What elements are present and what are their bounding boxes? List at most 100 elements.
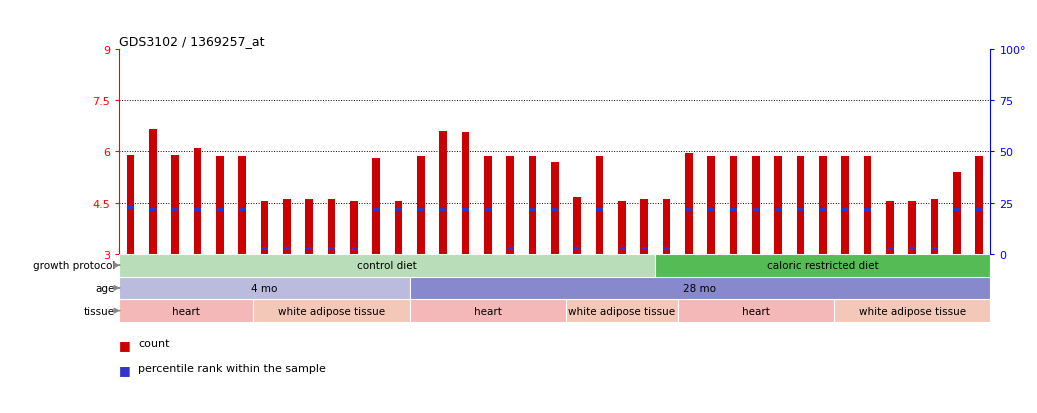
Bar (841, 157, 849, 254)
Bar (684, 154, 693, 254)
Bar (305, 199, 313, 254)
Bar (216, 157, 224, 254)
Bar (417, 157, 425, 254)
Bar (596, 208, 602, 211)
Bar (552, 208, 558, 211)
Bar (730, 208, 736, 211)
Bar (128, 206, 134, 210)
Bar (954, 208, 960, 211)
Bar (655, 254, 990, 277)
Text: 4 mo: 4 mo (251, 283, 278, 293)
Bar (351, 247, 357, 251)
Bar (394, 202, 402, 254)
Bar (239, 157, 246, 254)
Bar (752, 157, 760, 254)
Bar (440, 208, 446, 211)
Bar (149, 208, 156, 211)
Bar (529, 208, 535, 211)
Bar (506, 157, 514, 254)
Bar (217, 208, 223, 211)
Bar (261, 247, 268, 251)
Text: count: count (138, 339, 169, 349)
Bar (797, 208, 804, 211)
Bar (953, 172, 960, 254)
Bar (284, 247, 290, 251)
Text: growth protocol: growth protocol (32, 261, 115, 271)
Text: control diet: control diet (358, 261, 417, 271)
Bar (887, 247, 893, 251)
Bar (908, 202, 916, 254)
Bar (418, 208, 424, 211)
Bar (253, 299, 410, 322)
Text: ■: ■ (119, 339, 131, 351)
Bar (119, 299, 253, 322)
Bar (573, 198, 581, 254)
Bar (975, 157, 983, 254)
Bar (551, 162, 559, 254)
Text: white adipose tissue: white adipose tissue (568, 306, 675, 316)
Bar (909, 247, 916, 251)
Bar (372, 159, 380, 254)
Bar (171, 155, 179, 254)
Bar (834, 299, 990, 322)
Bar (775, 208, 781, 211)
Bar (484, 208, 491, 211)
Text: percentile rank within the sample: percentile rank within the sample (138, 363, 326, 373)
Bar (595, 157, 604, 254)
Bar (707, 157, 716, 254)
Bar (708, 208, 714, 211)
Bar (463, 208, 469, 211)
Bar (796, 157, 805, 254)
Bar (507, 247, 513, 251)
Bar (819, 157, 826, 254)
Bar (819, 208, 825, 211)
Bar (619, 247, 625, 251)
Bar (119, 254, 655, 277)
Bar (283, 199, 290, 254)
Bar (373, 208, 380, 211)
Bar (172, 208, 178, 211)
Bar (194, 208, 200, 211)
Bar (931, 247, 937, 251)
Bar (640, 199, 648, 254)
Bar (730, 157, 737, 254)
Bar (328, 199, 335, 254)
Bar (529, 157, 536, 254)
Text: white adipose tissue: white adipose tissue (859, 306, 965, 316)
Bar (119, 277, 410, 299)
Bar (842, 208, 848, 211)
Bar (865, 208, 871, 211)
Bar (395, 208, 401, 211)
Bar (685, 208, 692, 211)
Bar (886, 202, 894, 254)
Text: tissue: tissue (84, 306, 115, 316)
Text: heart: heart (172, 306, 200, 316)
Text: white adipose tissue: white adipose tissue (278, 306, 385, 316)
Bar (753, 208, 759, 211)
Bar (329, 247, 335, 251)
Bar (930, 199, 938, 254)
Bar (194, 149, 201, 254)
Bar (663, 199, 670, 254)
Text: caloric restricted diet: caloric restricted diet (767, 261, 878, 271)
Bar (461, 133, 470, 254)
Bar (864, 157, 871, 254)
Text: heart: heart (741, 306, 769, 316)
Bar (664, 247, 670, 251)
Bar (306, 247, 312, 251)
Bar (260, 202, 269, 254)
Text: 28 mo: 28 mo (683, 283, 717, 293)
Bar (574, 247, 581, 251)
Bar (775, 157, 782, 254)
Bar (484, 157, 492, 254)
Text: GDS3102 / 1369257_at: GDS3102 / 1369257_at (119, 36, 264, 48)
Text: age: age (95, 283, 115, 293)
Bar (239, 208, 245, 211)
Bar (440, 131, 447, 254)
Bar (127, 155, 135, 254)
Bar (349, 202, 358, 254)
Bar (410, 299, 566, 322)
Bar (677, 299, 834, 322)
Text: heart: heart (474, 306, 502, 316)
Bar (566, 299, 677, 322)
